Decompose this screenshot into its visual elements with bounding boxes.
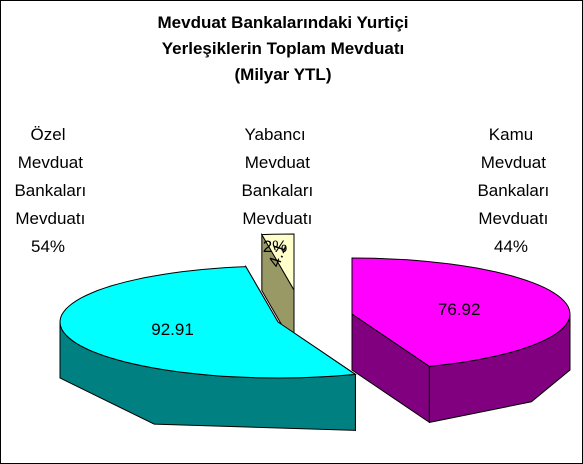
slice	[59, 266, 357, 379]
slice	[260, 233, 295, 292]
category-label: Kamu Mevduat Bankaları Mevduatı	[473, 125, 550, 228]
chart-title: (Milyar YTL)	[235, 65, 332, 84]
chart-title: Mevduat Bankalarındaki Yurtiçi	[158, 13, 409, 32]
category-label: Özel Mevduat Bankaları Mevduatı	[10, 125, 87, 228]
slice	[351, 257, 571, 367]
category-label: Yabancı Mevduat Bankaları Mevduatı	[237, 125, 314, 228]
percentage-label: 44%	[494, 237, 528, 256]
percentage-label: 2%	[263, 237, 288, 256]
value-label: 76.92	[438, 300, 481, 319]
value-label: 92.91	[151, 320, 194, 339]
percentage-label: 54%	[31, 237, 65, 256]
chart-title: Yerleşiklerin Toplam Mevduatı	[162, 39, 405, 58]
